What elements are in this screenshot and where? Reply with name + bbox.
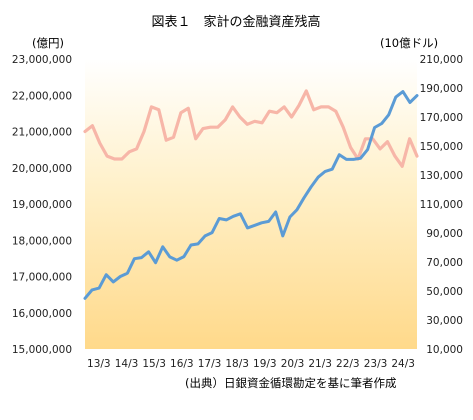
right-tick-label: 170,000 <box>420 112 463 124</box>
source-note: (出典）日銀資金循環勘定を基に筆者作成 <box>185 376 397 390</box>
right-tick-label: 70,000 <box>426 257 463 269</box>
series-line-left-axis <box>83 90 419 300</box>
right-tick-label: 190,000 <box>420 83 463 95</box>
left-tick-label: 17,000,000 <box>12 272 72 284</box>
right-tick-label: 10,000 <box>426 344 463 356</box>
x-tick-label: 19/3 <box>253 358 277 370</box>
x-tick-label: 18/3 <box>225 358 249 370</box>
left-axis-unit: (億円) <box>32 36 64 50</box>
left-tick-label: 20,000,000 <box>12 163 72 175</box>
right-tick-label: 150,000 <box>420 141 463 153</box>
plot-area <box>85 59 417 349</box>
left-tick-label: 19,000,000 <box>12 199 72 211</box>
chart-title: 図表１ 家計の金融資産残高 <box>151 14 320 30</box>
right-tick-label: 110,000 <box>420 199 463 211</box>
right-tick-label: 90,000 <box>426 228 463 240</box>
x-tick-label: 17/3 <box>198 358 222 370</box>
left-tick-label: 23,000,000 <box>12 54 72 66</box>
left-tick-label: 21,000,000 <box>12 127 72 139</box>
series-line-right-axis <box>83 89 419 168</box>
left-tick-label: 16,000,000 <box>12 308 72 320</box>
right-tick-label: 130,000 <box>420 170 463 182</box>
x-tick-label: 22/3 <box>336 358 360 370</box>
x-tick-label: 21/3 <box>308 358 332 370</box>
right-axis-unit: (10億ドル) <box>380 36 438 50</box>
right-tick-label: 30,000 <box>426 315 463 327</box>
x-tick-label: 24/3 <box>391 358 415 370</box>
x-tick-label: 20/3 <box>281 358 305 370</box>
right-tick-label: 50,000 <box>426 286 463 298</box>
left-tick-label: 15,000,000 <box>12 344 72 356</box>
x-tick-label: 14/3 <box>115 358 139 370</box>
x-tick-label: 16/3 <box>170 358 194 370</box>
right-tick-label: 210,000 <box>420 54 463 66</box>
left-tick-label: 22,000,000 <box>12 90 72 102</box>
x-tick-label: 15/3 <box>142 358 166 370</box>
left-tick-label: 18,000,000 <box>12 235 72 247</box>
x-tick-label: 23/3 <box>364 358 388 370</box>
x-tick-label: 13/3 <box>87 358 111 370</box>
